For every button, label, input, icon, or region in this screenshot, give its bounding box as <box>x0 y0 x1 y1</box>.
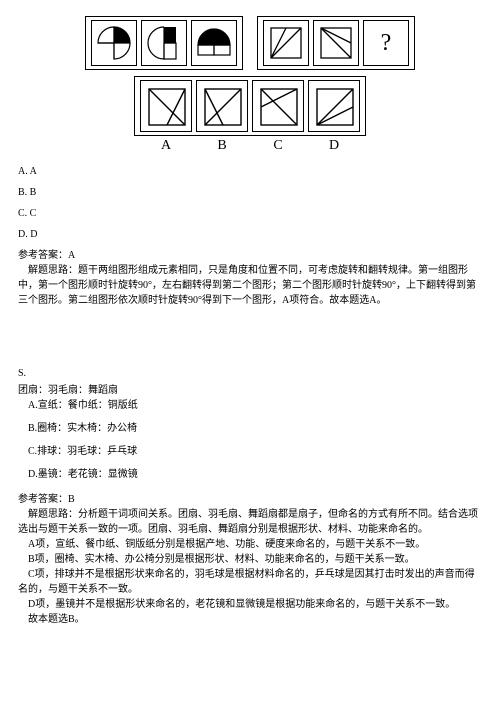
shape-icon <box>253 81 305 133</box>
q2-exp-c: C项，排球并不是根据形状来命名的，羽毛球是根据材料命名的，乒乓球是因其打击时发出… <box>18 567 482 597</box>
q2-choice-c: C.排球：羽毛球：乒乓球 <box>18 444 482 459</box>
shape-icon <box>194 23 234 63</box>
q2-exp-end: 故本题选B。 <box>18 612 482 627</box>
stem-cell-1 <box>91 20 137 66</box>
shape-icon <box>144 23 184 63</box>
q2-choice-a: A.宣纸：餐巾纸：铜版纸 <box>18 398 482 413</box>
choice-d: D. D <box>18 225 482 244</box>
question-mark: ? <box>381 30 392 57</box>
choice-a: A. A <box>18 162 482 181</box>
question1-figure: ? <box>18 12 482 156</box>
q2-number: S. <box>18 366 482 381</box>
q2-choice-b: B.圈椅：实木椅：办公椅 <box>18 421 482 436</box>
spacer <box>18 308 482 364</box>
q1-explanation: 解题思路：题干两组图形组成元素相同，只是角度和位置不同，可考虑旋转和翻转规律。第… <box>18 263 482 308</box>
option-cell-d <box>308 80 360 132</box>
stem-cell-qmark: ? <box>363 20 409 66</box>
shape-icon <box>197 81 249 133</box>
figure-row-1: ? <box>18 16 482 70</box>
q1-choices: A. A B. B C. C D. D <box>18 162 482 244</box>
q1-answer: 参考答案：A <box>18 246 482 261</box>
shape-icon <box>309 81 361 133</box>
q2-choices: A.宣纸：餐巾纸：铜版纸 B.圈椅：实木椅：办公椅 C.排球：羽毛球：乒乓球 D… <box>18 398 482 482</box>
option-cell-a <box>140 80 192 132</box>
option-labels-row: A B C D <box>18 138 482 154</box>
stem-cell-4 <box>263 20 309 66</box>
q2-choice-d: D.墨镜：老花镜：显微镜 <box>18 467 482 482</box>
option-label: A <box>138 138 194 154</box>
q2-exp-lead: 解题思路：分析题干词项间关系。团扇、羽毛扇、舞蹈扇都是扇子，但命名的方式有所不同… <box>18 507 482 537</box>
option-label: C <box>250 138 306 154</box>
choice-c: C. C <box>18 204 482 223</box>
q2-exp-a: A项，宣纸、餐巾纸、铜版纸分别是根据产地、功能、硬度来命名的，与题干关系不一致。 <box>18 537 482 552</box>
shape-icon <box>266 23 306 63</box>
stem-cell-5 <box>313 20 359 66</box>
choice-b: B. B <box>18 183 482 202</box>
shape-icon <box>94 23 134 63</box>
stem-group-2: ? <box>257 16 415 70</box>
option-label: B <box>194 138 250 154</box>
option-cell-c <box>252 80 304 132</box>
shape-icon <box>141 81 193 133</box>
stem-cell-2 <box>141 20 187 66</box>
q2-stem: 团扇：羽毛扇：舞蹈扇 <box>18 383 482 398</box>
options-group <box>134 76 366 136</box>
q2-answer: 参考答案：B <box>18 490 482 505</box>
q2-exp-d: D项，墨镜并不是根据形状来命名的，老花镜和显微镜是根据功能来命名的，与题干关系不… <box>18 597 482 612</box>
q2-exp-b: B项，圈椅、实木椅、办公椅分别是根据形状、材料、功能来命名的，与题干关系一致。 <box>18 552 482 567</box>
shape-icon <box>316 23 356 63</box>
q2-explanation: 解题思路：分析题干词项间关系。团扇、羽毛扇、舞蹈扇都是扇子，但命名的方式有所不同… <box>18 507 482 627</box>
stem-group-1 <box>85 16 243 70</box>
option-cell-b <box>196 80 248 132</box>
stem-cell-3 <box>191 20 237 66</box>
option-label: D <box>306 138 362 154</box>
figure-row-2 <box>18 76 482 136</box>
